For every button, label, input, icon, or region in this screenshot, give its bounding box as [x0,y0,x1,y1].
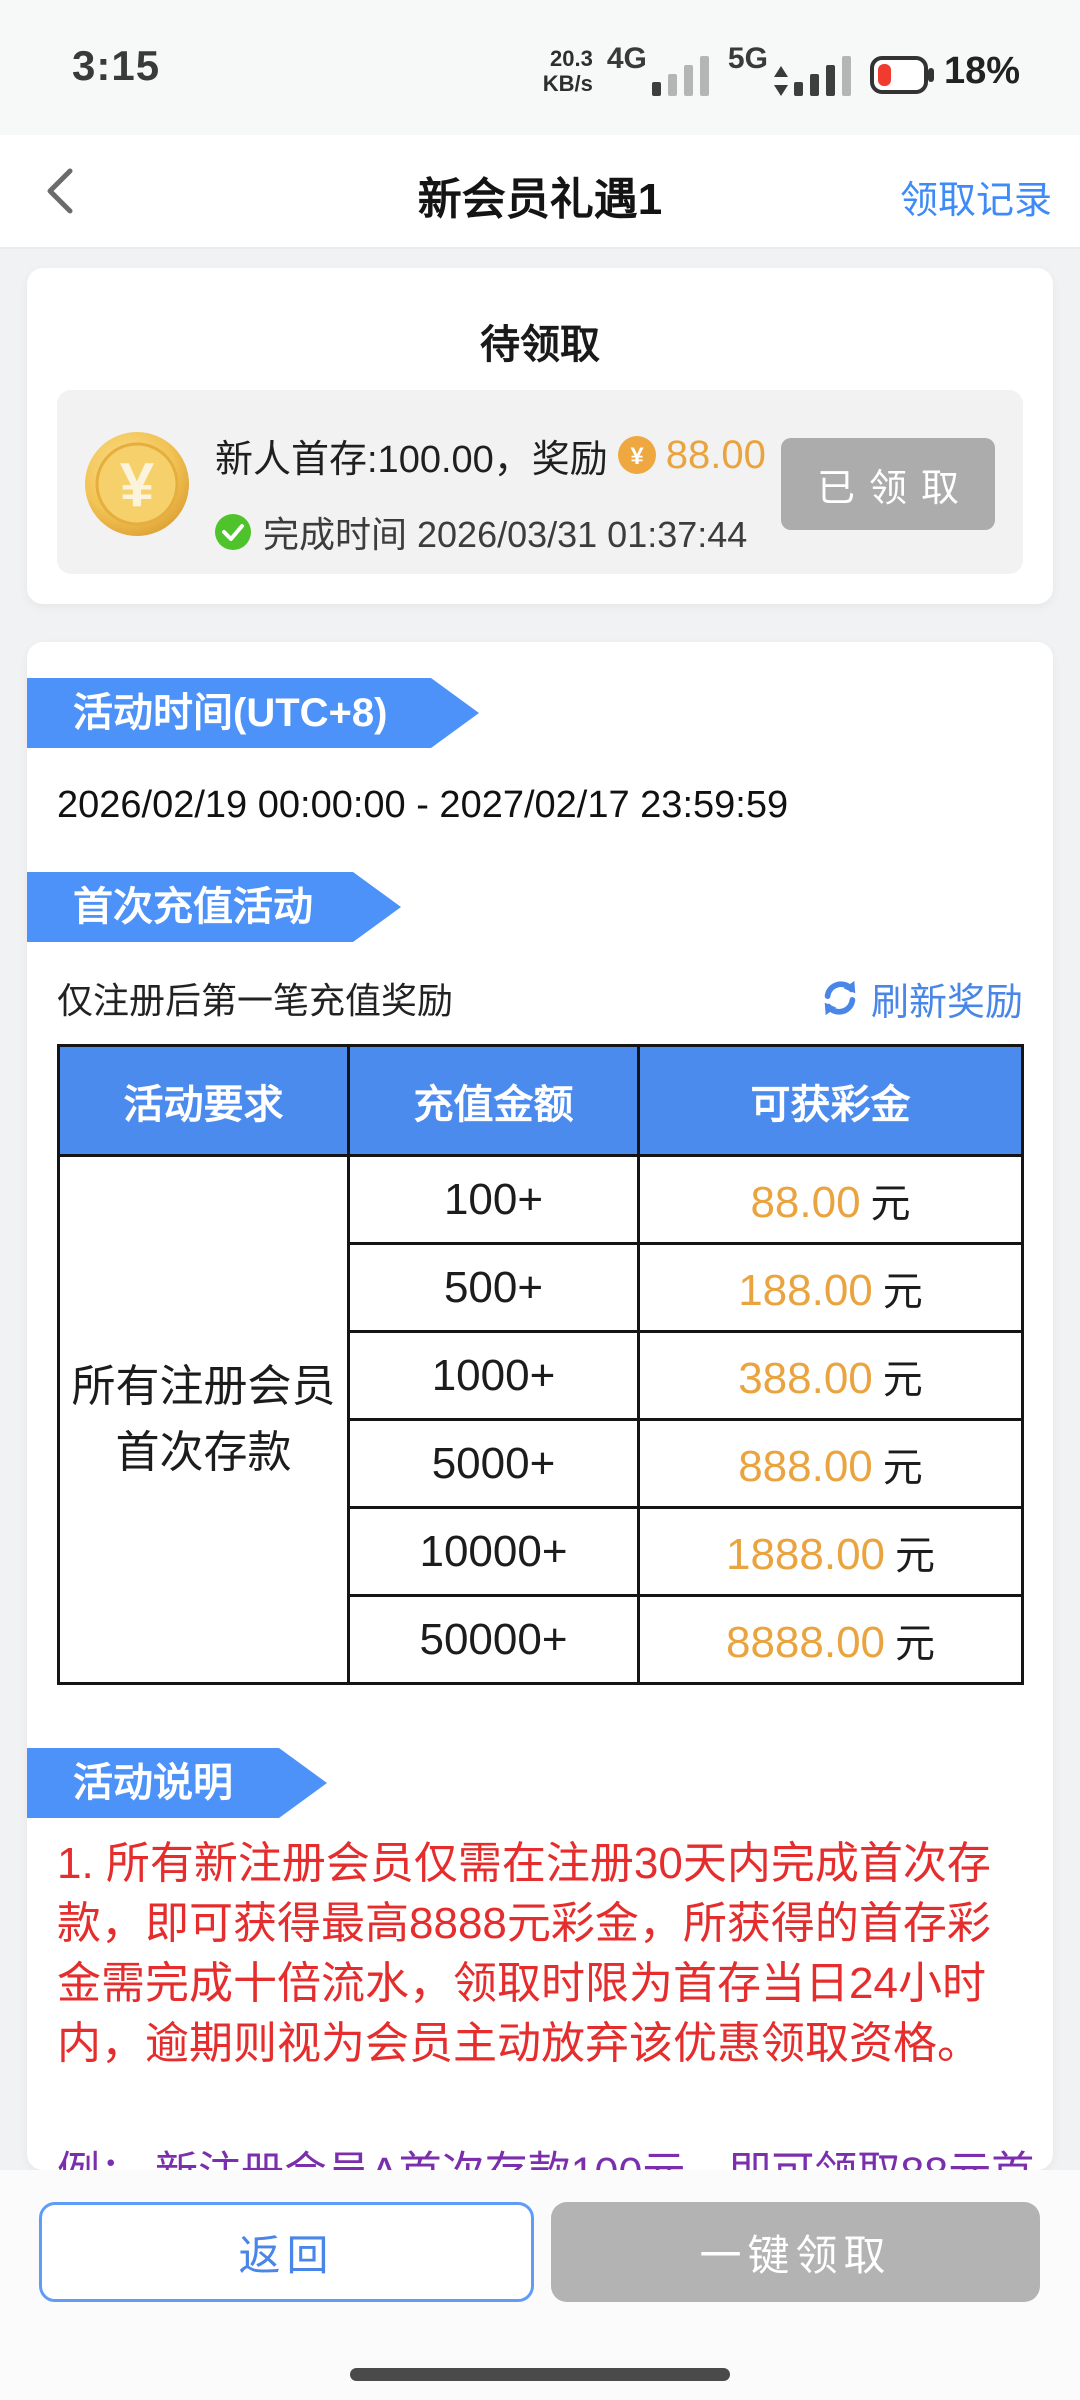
claimed-button[interactable]: 已领取 [781,438,995,530]
one-key-claim-button[interactable]: 一键领取 [551,2202,1040,2302]
pending-title: 待领取 [480,323,600,367]
activity-date-range: 2026/02/19 00:00:00 - 2027/02/17 23:59:5… [57,784,789,826]
reward-item: ¥ 新人首存:100.00，奖励 ¥ 88.00 完成时间 2026/03/31… [57,390,1023,574]
claim-history-link[interactable]: 领取记录 [899,180,1052,222]
bonus-cell: 88.00 元 [637,1154,1024,1245]
deposit-cell: 10000+ [347,1506,640,1597]
clock: 3:15 [72,42,161,89]
network-5g-label: 5G [727,42,768,75]
signal-4g: 4G [607,44,714,100]
bonus-cell: 888.00 元 [637,1418,1024,1509]
check-icon [215,514,251,550]
refresh-label: 刷新奖励 [870,981,1023,1024]
complete-line: 完成时间 2026/03/31 01:37:44 [215,510,747,555]
signal-4g-bars-icon [651,56,709,96]
activity-example: 例： 新注册会员A首次存款100元，即可领取88元首 [57,2138,1053,2170]
deposit-cell: 100+ [347,1154,640,1245]
reward-line: 新人首存:100.00，奖励 ¥ 88.00 [215,430,766,481]
navbar: 新会员礼遇1 领取记录 [0,135,1080,249]
activity-card: 活动时间(UTC+8) 2026/02/19 00:00:00 - 2027/0… [27,642,1053,2170]
pending-reward-card: 待领取 ¥ 新人首存:100.00，奖励 ¥ 88.00 [27,268,1053,604]
refresh-reward-button[interactable]: 刷新奖励 [819,971,1023,1026]
bonus-cell: 1888.00 元 [637,1506,1024,1597]
network-4g-label: 4G [606,42,647,75]
battery-icon [869,56,934,94]
deposit-cell: 50000+ [347,1594,640,1685]
coin-icon: ¥ [85,432,189,536]
requirement-line2: 首次存款 [115,1427,292,1477]
table-row: 10000+ 1888.00 元 [59,1506,1024,1597]
updown-arrows-icon [773,66,788,96]
activity-desc-banner: 活动说明 [27,1748,327,1818]
activity-time-banner: 活动时间(UTC+8) [27,678,479,748]
bonus-cell: 388.00 元 [637,1330,1024,1421]
table-row: 50000+ 8888.00 元 [59,1594,1024,1685]
deposit-note: 仅注册后第一笔充值奖励 [57,980,454,1021]
speed-value: 20.3 [550,46,593,71]
battery-percent: 18% [943,50,1020,92]
activity-description: 1. 所有新注册会员仅需在注册30天内完成首次存款，即可获得最高8888元彩金，… [57,1839,991,2068]
speed-unit: KB/s [542,71,593,96]
table-row: 500+ 188.00 元 [59,1242,1024,1333]
page-title: 新会员礼遇1 [417,175,663,224]
deposit-bonus-table: 活动要求 充值金额 可获彩金 所有注册会员 首次存款 100+ 88.00 元 5… [57,1044,1024,1685]
reward-text: 新人首存:100.00，奖励 [215,438,608,481]
status-icons: 20.3 KB/s 4G 5G [543,36,1020,100]
reward-amount: 88.00 [665,432,766,477]
header-deposit: 充值金额 [347,1044,640,1157]
refresh-icon [824,980,856,1016]
back-icon[interactable] [34,163,90,219]
battery: 18% [869,50,1020,98]
deposit-cell: 1000+ [347,1330,640,1421]
deposit-cell: 5000+ [347,1418,640,1509]
complete-time: 完成时间 2026/03/31 01:37:44 [263,514,748,555]
table-header-row: 活动要求 充值金额 可获彩金 [57,1044,1024,1157]
table-row: 所有注册会员 首次存款 100+ 88.00 元 [57,1154,1024,1685]
bonus-cell: 188.00 元 [637,1242,1024,1333]
bonus-cell: 8888.00 元 [637,1594,1024,1685]
note-row: 仅注册后第一笔充值奖励 刷新奖励 [57,972,1023,1024]
requirement-line1: 所有注册会员 [71,1361,336,1411]
header-bonus: 可获彩金 [637,1044,1024,1157]
svg-text:¥: ¥ [120,451,155,520]
signal-5g: 5G [728,44,856,100]
status-bar: 3:15 20.3 KB/s 4G 5G [0,0,1080,135]
back-button[interactable]: 返回 [39,2202,534,2302]
table-row: 1000+ 388.00 元 [59,1330,1024,1421]
first-deposit-banner: 首次充值活动 [27,872,401,942]
signal-5g-bars-icon [793,56,851,96]
deposit-cell: 500+ [347,1242,640,1333]
coin-mini-icon: ¥ [617,436,656,474]
table-row: 5000+ 888.00 元 [59,1418,1024,1509]
svg-text:¥: ¥ [630,443,644,470]
header-requirement: 活动要求 [57,1044,350,1157]
requirement-cell: 所有注册会员 首次存款 [57,1154,350,1685]
footer-bar: 返回 一键领取 [0,2170,1080,2400]
network-speed: 20.3 KB/s [543,46,593,100]
gesture-bar[interactable] [350,2368,730,2381]
